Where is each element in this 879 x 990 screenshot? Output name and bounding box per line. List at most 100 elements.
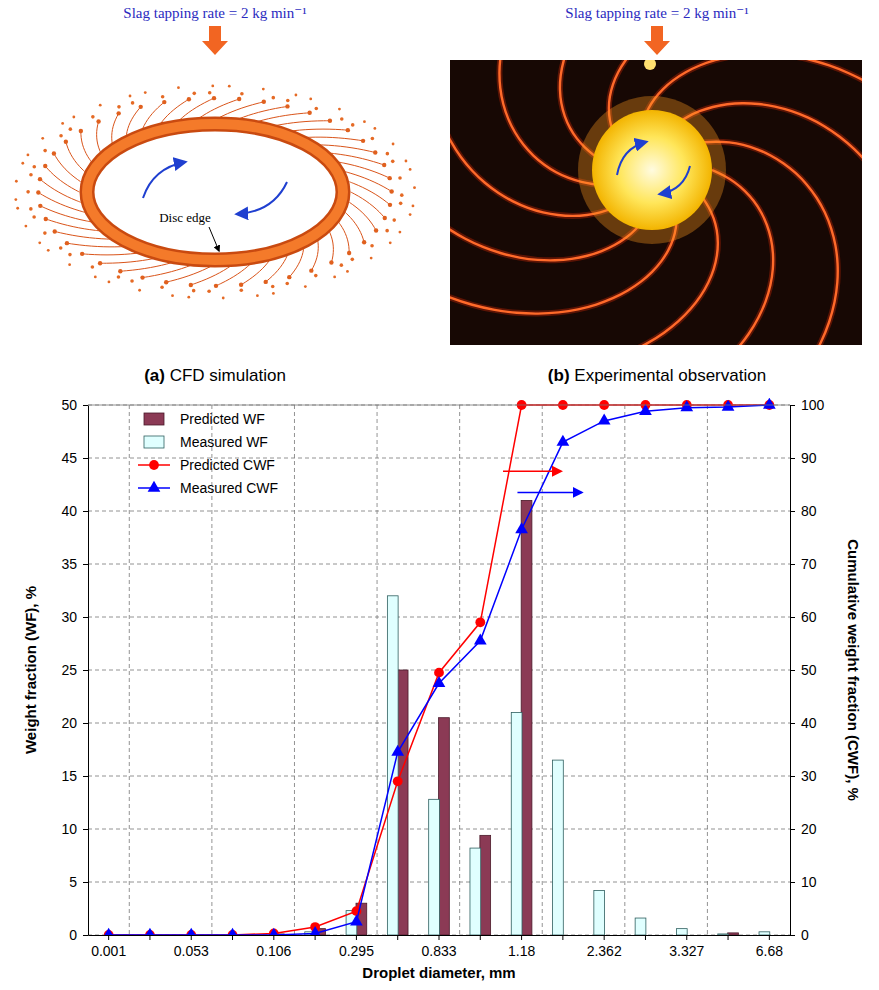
y2-axis: 0102030405060708090100 (790, 397, 825, 943)
droplet-ligament (338, 222, 349, 253)
legend-label: Predicted WF (180, 411, 265, 427)
droplet (361, 139, 365, 143)
tick: 0.106 (256, 935, 291, 959)
droplet-ligament (38, 193, 84, 213)
disc-ring (87, 124, 343, 260)
plot-frame (88, 405, 790, 406)
legend-item: Predicted WF (144, 411, 265, 427)
series-line (109, 405, 770, 935)
y-axis: 05101520253035404550 (61, 397, 88, 943)
droplet-ligament (345, 212, 364, 242)
droplet (59, 134, 63, 138)
series-marker (393, 776, 403, 786)
grid-line (707, 405, 708, 935)
droplet (271, 285, 275, 289)
rotation-arrow (143, 162, 185, 198)
legend-marker (148, 481, 161, 492)
tick: 3.327 (669, 935, 704, 959)
droplet (160, 285, 164, 289)
droplet (43, 164, 47, 168)
droplet (38, 177, 42, 181)
droplet (29, 207, 33, 211)
disc-ring-inner (87, 124, 343, 260)
droplet-ligament (97, 121, 101, 153)
line-series (102, 398, 775, 935)
droplet (43, 231, 47, 235)
droplet (91, 265, 95, 269)
slag-stream (644, 60, 656, 70)
series-marker (680, 400, 693, 411)
series-marker (309, 926, 322, 935)
tick-label: 20 (801, 821, 817, 837)
spinning-disc (592, 110, 712, 230)
rotation-arrow (237, 182, 287, 214)
tick: 40 (790, 715, 817, 731)
chart: 0510152025303540455001020304050607080901… (22, 397, 862, 981)
cfd-illustration: Disc edge (14, 85, 415, 300)
series-marker (639, 404, 652, 415)
droplet (307, 111, 311, 115)
plot-area (102, 398, 775, 935)
disc-glow (578, 96, 726, 244)
tick-mark (790, 405, 795, 406)
tick-mark (790, 935, 795, 936)
droplet (98, 261, 102, 265)
droplet (399, 202, 403, 206)
y-axis-title: Weight fraction (WF), % (22, 586, 39, 754)
droplet (413, 186, 416, 189)
droplet (214, 284, 218, 288)
tick-mark (790, 882, 795, 883)
grid-line (294, 405, 295, 935)
tick-label: 50 (801, 662, 817, 678)
annotation-arrow (209, 227, 219, 251)
tick-label: 0.295 (339, 943, 374, 959)
tick-label: 40 (61, 503, 77, 519)
tick-label: 0.001 (91, 943, 126, 959)
tick: 40 (61, 503, 88, 519)
tick-mark (397, 935, 398, 940)
droplet (228, 85, 231, 88)
droplet (80, 252, 84, 256)
droplet-ligament (54, 153, 81, 181)
tick: 20 (790, 821, 817, 837)
droplet (64, 140, 68, 144)
droplet (69, 127, 73, 131)
tick-mark (315, 935, 316, 940)
tick-mark (728, 935, 729, 940)
droplet (164, 280, 168, 284)
droplet (129, 95, 132, 98)
bar (470, 848, 481, 935)
droplet (61, 122, 64, 125)
droplet (295, 94, 298, 97)
droplet-ligament (82, 253, 141, 255)
tick-mark (439, 935, 440, 940)
droplet (409, 168, 412, 171)
grid-line (88, 617, 790, 618)
droplet (27, 154, 30, 157)
legend-swatch (144, 413, 164, 425)
tick: 25 (61, 662, 88, 678)
bar-series (273, 500, 738, 935)
droplet (385, 229, 389, 233)
tick-label: 0 (69, 927, 77, 943)
tick: 0.001 (91, 935, 126, 959)
bar (635, 918, 646, 935)
droplet (14, 198, 17, 201)
tick (728, 935, 729, 940)
series-marker (144, 928, 157, 935)
series-marker (475, 617, 485, 627)
droplet (16, 207, 19, 210)
tick-mark (83, 405, 88, 406)
droplet (389, 241, 392, 244)
droplet (405, 160, 408, 163)
tick-mark (521, 935, 522, 940)
series-marker (226, 928, 239, 935)
droplet (314, 274, 318, 278)
droplet (59, 246, 63, 250)
tick: 0.833 (421, 935, 456, 959)
droplet (117, 105, 121, 109)
tick-mark (83, 617, 88, 618)
droplet (41, 137, 44, 140)
grid-line (88, 511, 790, 512)
legend-swatch (144, 436, 164, 448)
